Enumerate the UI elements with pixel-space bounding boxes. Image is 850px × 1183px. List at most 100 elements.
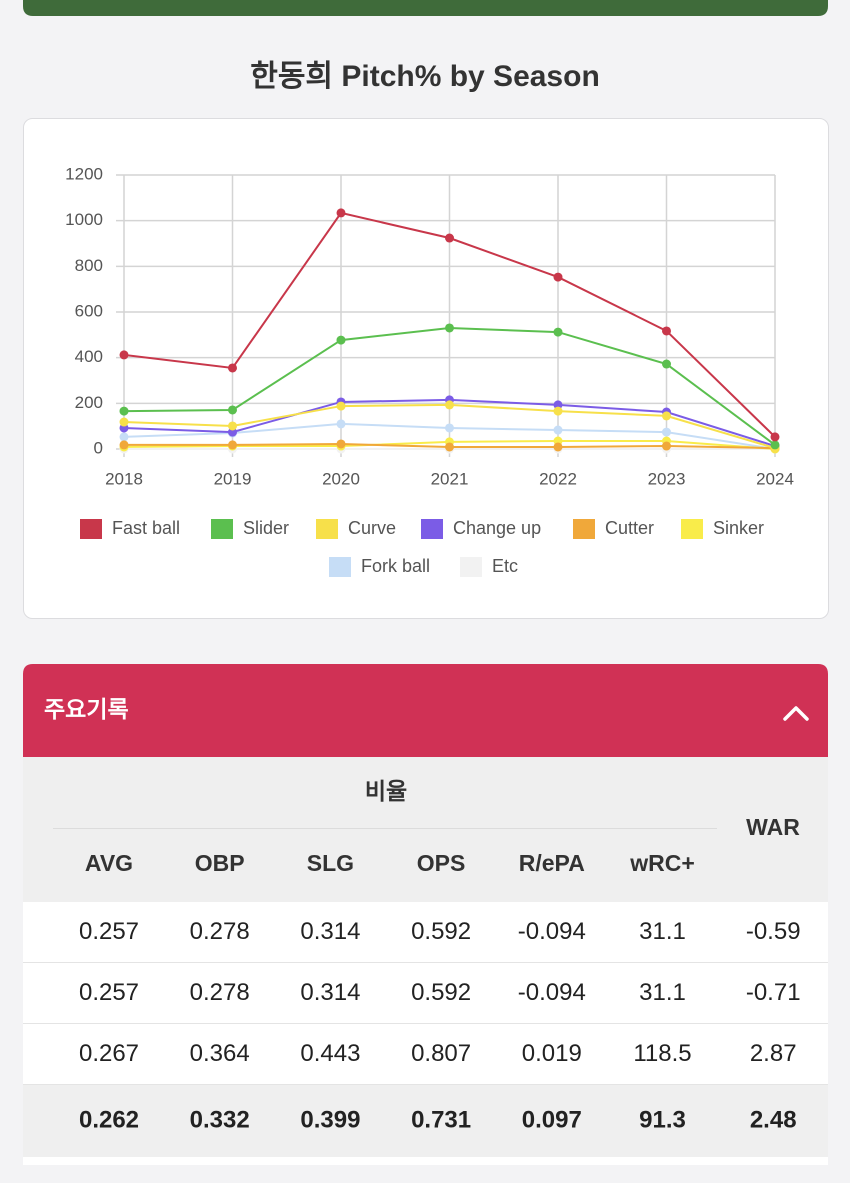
table-cell: 31.1 [639, 918, 686, 945]
column-header: wRC+ [629, 850, 695, 876]
table-cell: 0.592 [411, 918, 471, 945]
table-cell: 0.731 [411, 1106, 471, 1133]
y-tick-label: 1000 [65, 210, 103, 229]
data-point [119, 440, 129, 450]
table-cell: -0.094 [518, 918, 586, 945]
data-point [770, 440, 780, 450]
column-header: OBP [195, 850, 245, 876]
legend-label: Fast ball [112, 518, 180, 538]
table-cell: 0.364 [190, 1040, 250, 1067]
table-cell: 0.278 [190, 918, 250, 945]
data-point [662, 427, 671, 437]
data-point [228, 405, 237, 415]
data-point [119, 417, 129, 427]
legend-label: Cutter [605, 518, 654, 538]
group-header: 비율 [365, 778, 407, 804]
data-point [445, 400, 454, 410]
table-cell: 0.443 [300, 1040, 360, 1067]
x-tick-label: 2022 [539, 469, 577, 488]
data-point [228, 421, 237, 431]
data-point [662, 411, 671, 421]
x-tick-label: 2020 [322, 469, 360, 488]
table-cell: 0.097 [522, 1106, 582, 1133]
column-header: R/ePA [519, 850, 585, 876]
data-point [662, 359, 671, 369]
legend-swatch [460, 557, 482, 577]
legend-swatch [316, 519, 338, 539]
table-cell: 0.262 [79, 1106, 139, 1133]
data-point [119, 432, 129, 442]
x-tick-label: 2024 [756, 469, 794, 488]
data-point [228, 427, 237, 437]
table-cell: 0.019 [522, 1040, 582, 1067]
legend-swatch [211, 519, 233, 539]
total-row [23, 1085, 828, 1157]
section-header[interactable] [23, 664, 828, 757]
y-tick-label: 200 [75, 393, 103, 412]
data-point [662, 326, 671, 336]
data-point [336, 335, 346, 345]
table-cell: 0.267 [79, 1040, 139, 1067]
data-point [445, 442, 454, 452]
table: AVG OBP SLG OPS R/ePA wRC+ 0.257 0.278 0.314 0.59… [23, 850, 828, 1157]
data-point [228, 440, 237, 450]
table-cell: 2.87 [750, 1040, 797, 1067]
legend-label: Curve [348, 518, 396, 538]
table-cell: 0.278 [190, 979, 250, 1006]
y-tick-label: 0 [94, 438, 103, 457]
chart: 0 200 400 600 800 1000 1200 2018 2019 2020 2021 202… [65, 164, 794, 577]
data-point [336, 419, 346, 429]
data-point [445, 233, 454, 243]
data-point [119, 350, 129, 360]
table-cell: 0.314 [300, 918, 360, 945]
legend-swatch [329, 557, 351, 577]
chart-card [23, 118, 829, 619]
table-cell: 0.592 [411, 979, 471, 1006]
y-tick-label: 400 [75, 347, 103, 366]
table-cell: 91.3 [639, 1106, 686, 1133]
table-cell: 0.257 [79, 918, 139, 945]
legend-swatch [681, 519, 703, 539]
chart-title: 한동희 Pitch% by Season [250, 60, 600, 93]
table-cell: 0.314 [300, 979, 360, 1006]
column-header: AVG [85, 850, 133, 876]
data-point [553, 442, 563, 452]
legend-label: Change up [453, 518, 541, 538]
legend-swatch [421, 519, 443, 539]
column-header: SLG [307, 850, 354, 876]
data-point [336, 439, 346, 449]
section-title: 주요기록 [44, 696, 129, 722]
legend-swatch [80, 519, 102, 539]
y-tick-label: 800 [75, 256, 103, 275]
table-cell: 31.1 [639, 979, 686, 1006]
legend-label: Fork ball [361, 556, 430, 576]
table-cell: -0.094 [518, 979, 586, 1006]
table-cell: 0.807 [411, 1040, 471, 1067]
x-tick-label: 2023 [648, 469, 686, 488]
collapse-icon[interactable] [783, 706, 809, 721]
y-tick-label: 1200 [65, 164, 103, 183]
legend-label: Sinker [713, 518, 764, 538]
legend-label: Slider [243, 518, 289, 538]
column-header: OPS [417, 850, 466, 876]
table-cell: 118.5 [633, 1040, 691, 1067]
banner [23, 0, 828, 16]
table-cell: -0.71 [746, 979, 801, 1006]
data-point [553, 327, 563, 337]
table-cell: 2.48 [750, 1106, 797, 1133]
table-cell: 0.399 [300, 1106, 360, 1133]
x-tick-label: 2019 [214, 469, 252, 488]
data-point [445, 423, 454, 433]
x-tick-label: 2021 [431, 469, 469, 488]
data-point [770, 432, 780, 442]
data-point [553, 400, 563, 410]
data-point [336, 401, 346, 411]
table-cell: 0.332 [190, 1106, 250, 1133]
x-tick-label: 2018 [105, 469, 143, 488]
table-cell: 0.257 [79, 979, 139, 1006]
legend-swatch [573, 519, 595, 539]
data-point [553, 406, 563, 416]
table-header [23, 757, 828, 902]
